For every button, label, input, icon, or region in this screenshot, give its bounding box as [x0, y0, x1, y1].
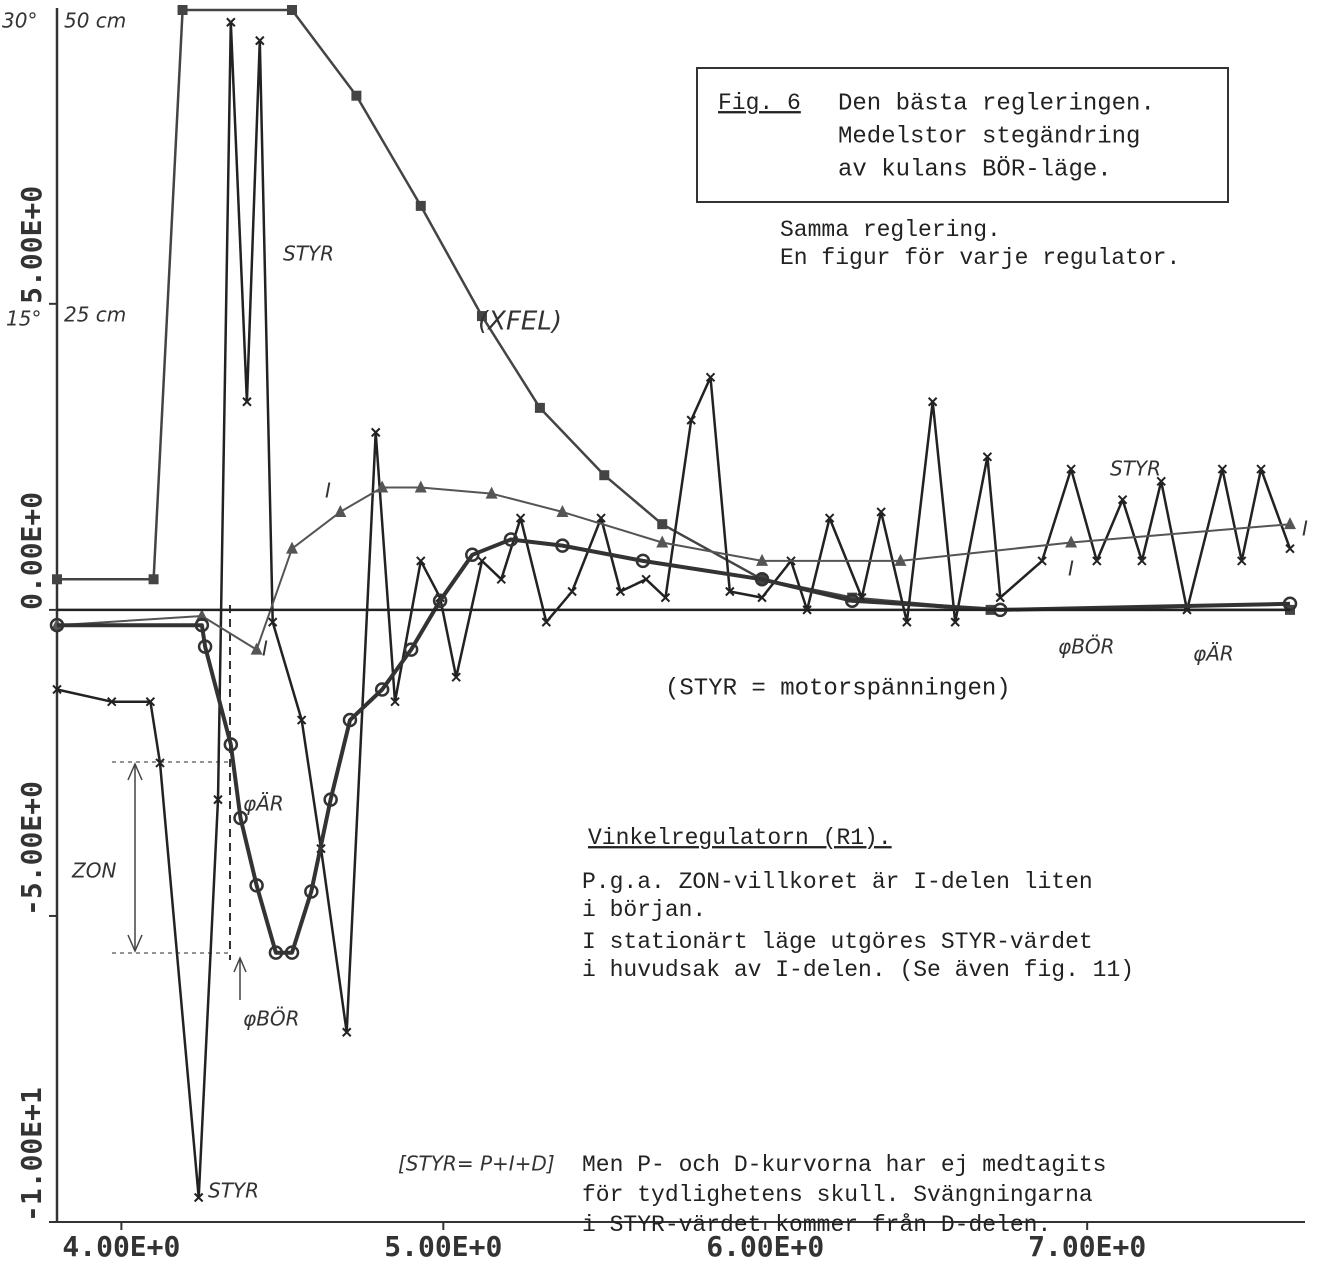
series-line — [57, 488, 1290, 650]
curve-label: φÄR — [1193, 642, 1234, 666]
axis-note: 50 cm — [64, 9, 126, 33]
curve-label: STYR — [283, 242, 334, 266]
closing-line: för tydlighetens skull. Svängningarna — [582, 1182, 1093, 1208]
caption-line: Den bästa regleringen. — [838, 90, 1155, 117]
text-line: i huvudsak av I-delen. (Se även fig. 11) — [582, 957, 1134, 983]
closing-line: i STYR-värdet kommer från D-delen. — [582, 1212, 1051, 1238]
caption-label: Fig. 6 — [718, 90, 801, 116]
marker — [334, 505, 346, 517]
curve-label: φBÖR — [1058, 635, 1115, 659]
marker — [416, 201, 426, 211]
curve-label: I — [325, 479, 331, 503]
marker — [1284, 517, 1296, 529]
marker — [52, 574, 62, 584]
x-tick-label: 5.00E+0 — [384, 1230, 502, 1263]
text-heading: Vinkelregulatorn (R1). — [588, 825, 892, 851]
marker — [251, 643, 263, 655]
caption-line: Medelstor stegändring — [838, 123, 1140, 150]
footnote: (STYR = motorspänningen) — [665, 675, 1011, 702]
closing-line: Men P- och D-kurvorna har ej medtagits — [582, 1152, 1107, 1178]
curve-label: STYR — [208, 1179, 259, 1203]
marker — [351, 91, 361, 101]
text-line: i början. — [582, 897, 706, 923]
curve-label: STYR — [1110, 457, 1161, 481]
zone-label: ZON — [71, 859, 116, 883]
note: En figur för varje regulator. — [780, 245, 1180, 271]
y-tick-label: -1.00E+1 — [15, 1087, 48, 1222]
marker — [657, 519, 667, 529]
text-line: I stationärt läge utgöres STYR-värdet — [582, 929, 1093, 955]
y-tick-label: 5.00E+0 — [15, 186, 48, 304]
axis-note: 15° — [6, 307, 41, 331]
marker — [178, 5, 188, 15]
marker — [535, 403, 545, 413]
label-arrow — [234, 958, 246, 1000]
curve-label: I — [1302, 517, 1308, 541]
chart: 4.00E+05.00E+06.00E+07.00E+0-1.00E+1-5.0… — [0, 0, 1327, 1265]
marker — [599, 470, 609, 480]
curve-label: (XFEL) — [478, 307, 562, 337]
marker — [376, 480, 388, 492]
page: {"chart_data": { "type": "line", "xlim":… — [0, 0, 1327, 1265]
marker — [287, 5, 297, 15]
formula: [STYR= P+I+D] — [398, 1152, 555, 1176]
curve-label: I — [262, 637, 268, 661]
axis-note: 30° — [2, 9, 37, 33]
text-line: P.g.a. ZON-villkoret är I-delen liten — [582, 869, 1093, 895]
caption-line: av kulans BÖR-läge. — [838, 155, 1112, 183]
curve-label: φÄR — [243, 792, 284, 816]
y-tick-label: 0.00E+0 — [15, 492, 48, 610]
marker — [149, 574, 159, 584]
marker — [286, 542, 298, 554]
y-tick-label: -5.00E+0 — [15, 781, 48, 916]
axis-note: 25 cm — [64, 303, 126, 327]
note: Samma reglering. — [780, 217, 1001, 243]
marker — [415, 480, 427, 492]
x-tick-label: 4.00E+0 — [62, 1230, 180, 1263]
curve-label: I — [1068, 557, 1074, 581]
curve-label: φBÖR — [243, 1007, 300, 1031]
